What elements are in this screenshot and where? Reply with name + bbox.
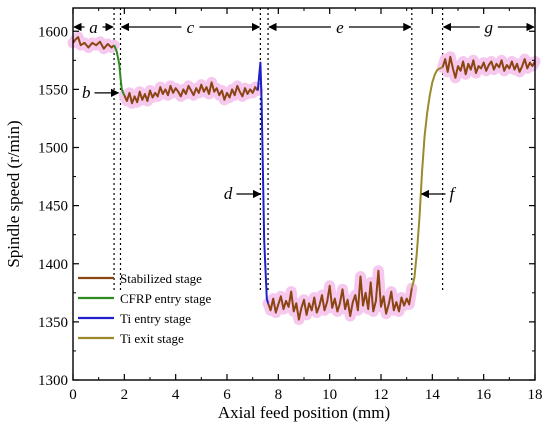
legend-label-3: Ti exit stage bbox=[120, 331, 184, 346]
x-axis-title: Axial feed position (mm) bbox=[218, 403, 390, 422]
series-line-0-1 bbox=[123, 81, 259, 105]
legend: Stabilized stage CFRP entry stage Ti entry… bbox=[78, 271, 211, 346]
series-line-3-0 bbox=[410, 66, 443, 289]
y-tick-label: 1300 bbox=[38, 373, 68, 389]
legend-label-0: Stabilized stage bbox=[120, 271, 202, 286]
y-tick-label: 1500 bbox=[38, 141, 68, 157]
x-tick-label: 4 bbox=[172, 387, 180, 403]
stage-span-label-c: c bbox=[187, 18, 195, 37]
x-tick-label: 16 bbox=[476, 387, 492, 403]
x-tick-label: 0 bbox=[69, 387, 77, 403]
annotation-label-f: f bbox=[450, 184, 457, 203]
series-line-0-2 bbox=[267, 269, 413, 321]
legend-label-2: Ti entry stage bbox=[120, 311, 191, 326]
stage-boundary-lines bbox=[113, 8, 444, 293]
series-line-0-0 bbox=[72, 36, 115, 50]
legend-label-1: CFRP entry stage bbox=[120, 291, 211, 306]
y-tick-label: 1550 bbox=[38, 82, 68, 98]
stage-span-label-bg-c bbox=[181, 16, 200, 36]
series-line-2-0 bbox=[256, 61, 270, 304]
point-annotations: b d f bbox=[82, 83, 457, 203]
series-line-1-0 bbox=[113, 44, 126, 96]
annotation-label-b: b bbox=[82, 83, 91, 102]
stage-span-label-g: g bbox=[485, 18, 494, 37]
y-tick-label: 1450 bbox=[38, 199, 68, 215]
x-tick-label: 18 bbox=[528, 387, 543, 403]
x-tick-label: 6 bbox=[223, 387, 231, 403]
y-tick-label: 1350 bbox=[38, 315, 68, 331]
stage-span-label-bg-a bbox=[84, 16, 103, 36]
y-tick-label: 1400 bbox=[38, 257, 68, 273]
y-axis-title: Spindle speed (r/min) bbox=[4, 120, 23, 267]
x-tick-label: 10 bbox=[322, 387, 337, 403]
stage-span-label-e: e bbox=[336, 18, 344, 37]
axis-ticks: 0 2 4 6 8 10 12 14 16 18 1300 1350 1400 1450 1500 1550 1… bbox=[38, 8, 543, 403]
series-lines bbox=[67, 31, 541, 326]
x-tick-label: 2 bbox=[121, 387, 129, 403]
stage-span-label-a: a bbox=[89, 18, 98, 37]
series-line-0-3 bbox=[441, 55, 536, 79]
annotation-label-d: d bbox=[224, 184, 233, 203]
y-tick-label: 1600 bbox=[38, 24, 68, 40]
x-tick-label: 14 bbox=[425, 387, 441, 403]
stage-span-label-bg-e bbox=[330, 16, 349, 36]
x-tick-label: 12 bbox=[374, 387, 389, 403]
stage-span-label-bg-g bbox=[479, 16, 498, 36]
x-tick-label: 8 bbox=[275, 387, 283, 403]
